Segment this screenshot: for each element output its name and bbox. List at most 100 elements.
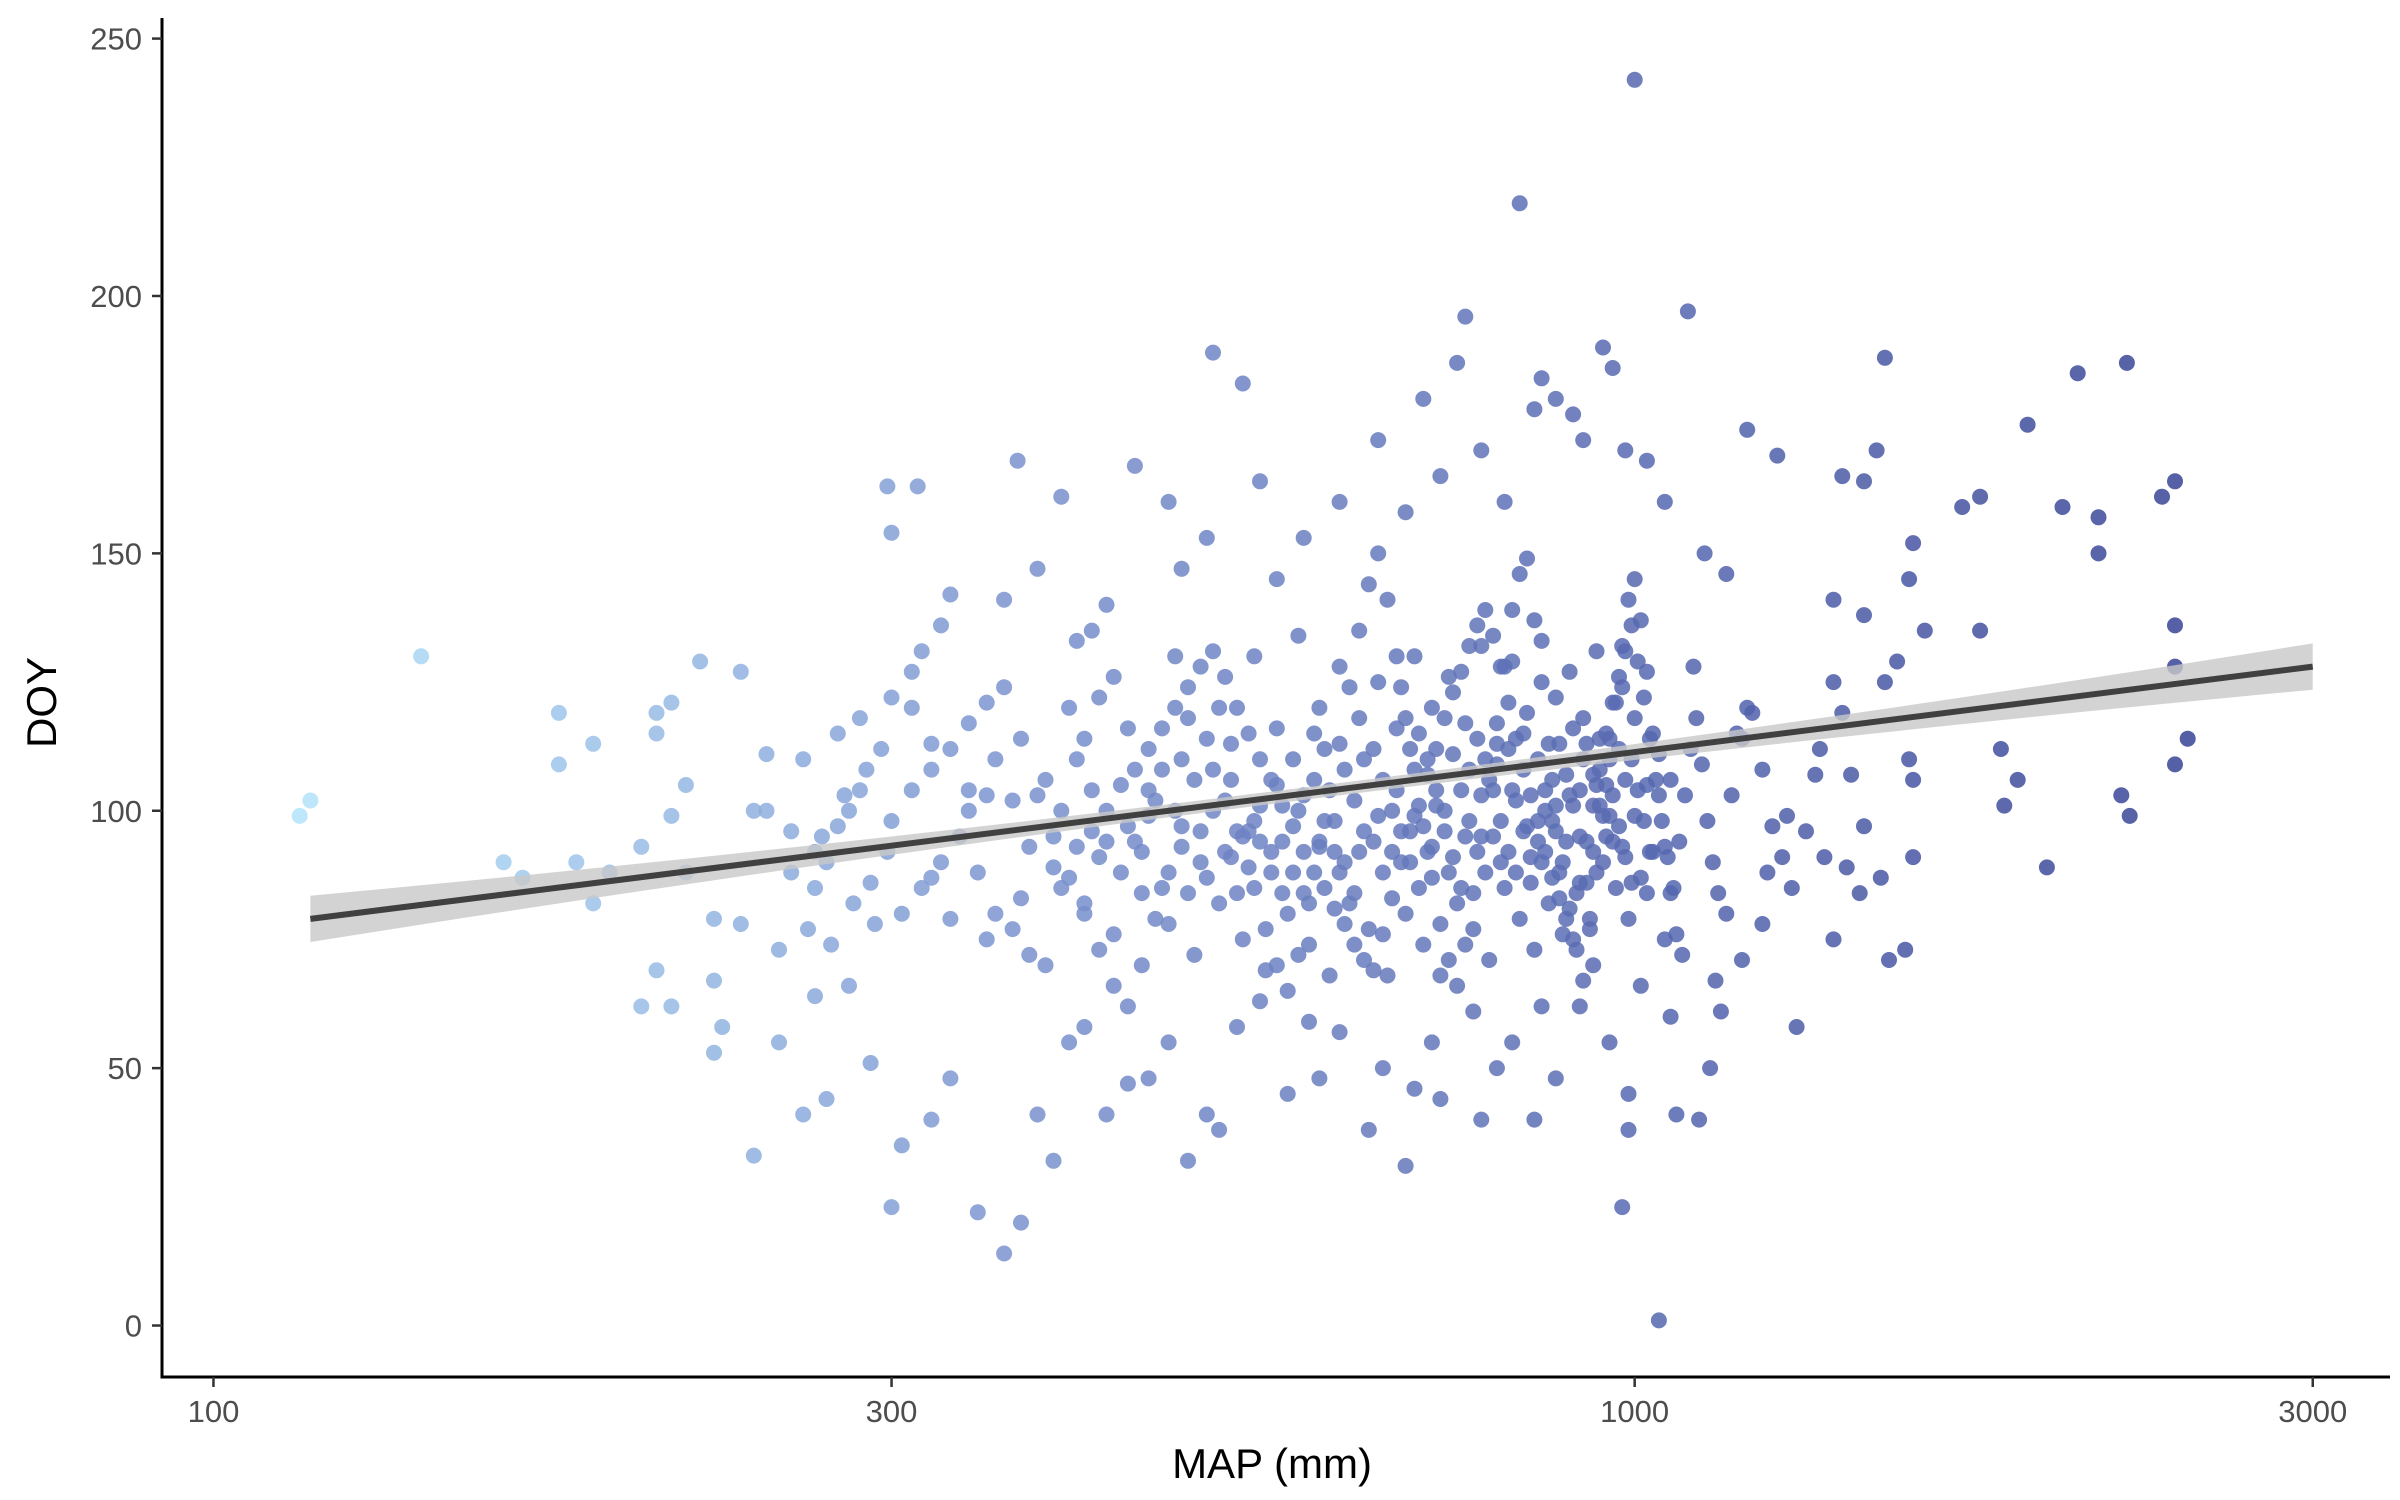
data-point xyxy=(1558,766,1575,783)
data-point xyxy=(1076,730,1093,747)
data-point xyxy=(1180,1152,1196,1169)
data-point xyxy=(1098,596,1115,613)
data-point xyxy=(1488,715,1505,732)
data-point xyxy=(879,478,896,495)
data-point xyxy=(1098,1106,1115,1123)
data-point xyxy=(818,1091,835,1107)
data-point xyxy=(692,653,709,670)
data-point xyxy=(1595,854,1611,871)
data-point xyxy=(1133,885,1150,902)
data-point xyxy=(1614,638,1631,654)
data-point xyxy=(1140,741,1157,757)
data-point xyxy=(1469,730,1486,747)
data-point xyxy=(2118,354,2135,371)
data-point xyxy=(858,761,875,778)
data-point xyxy=(1091,849,1108,866)
data-point xyxy=(1384,843,1401,860)
data-point xyxy=(1638,452,1655,469)
data-point xyxy=(1234,375,1251,392)
data-point xyxy=(1295,885,1312,902)
data-point xyxy=(1274,833,1291,850)
data-point xyxy=(1825,591,1842,608)
data-point xyxy=(1453,663,1470,680)
data-point xyxy=(1045,859,1062,876)
data-point xyxy=(1650,1312,1667,1329)
data-point xyxy=(1788,1019,1805,1035)
data-point xyxy=(1530,833,1546,850)
data-point xyxy=(1341,679,1358,696)
data-point xyxy=(1856,818,1872,835)
data-point xyxy=(1620,1121,1637,1138)
data-point xyxy=(1112,864,1129,881)
data-point xyxy=(1492,854,1509,871)
data-point xyxy=(1638,663,1655,680)
data-point xyxy=(1321,967,1338,984)
data-point xyxy=(1453,880,1470,896)
data-point xyxy=(1402,741,1419,757)
y-tick-label: 150 xyxy=(90,536,142,571)
data-point xyxy=(1620,910,1637,927)
data-point xyxy=(1105,668,1122,685)
data-point xyxy=(987,905,1004,922)
data-point xyxy=(1384,890,1401,907)
data-point xyxy=(663,998,680,1015)
data-point xyxy=(1126,833,1143,850)
data-point xyxy=(1856,607,1872,624)
data-point xyxy=(1825,931,1842,948)
data-point xyxy=(1457,715,1474,732)
data-point xyxy=(1326,813,1343,829)
data-point xyxy=(1331,735,1348,752)
data-point xyxy=(1068,838,1085,855)
data-point xyxy=(1515,823,1532,840)
x-tick-label: 3000 xyxy=(2278,1394,2347,1429)
data-point xyxy=(1638,885,1655,902)
data-point xyxy=(1229,699,1245,716)
data-point xyxy=(1252,833,1268,850)
data-point xyxy=(1331,1024,1348,1041)
data-point xyxy=(1704,854,1721,871)
data-point xyxy=(1807,766,1824,783)
data-point xyxy=(1996,797,2013,814)
data-point xyxy=(903,782,920,799)
data-point xyxy=(829,725,846,742)
data-point xyxy=(1526,941,1543,958)
data-point xyxy=(1331,493,1348,510)
data-point xyxy=(883,689,900,706)
data-point xyxy=(1140,1070,1157,1087)
data-point xyxy=(883,1199,900,1216)
data-point xyxy=(1571,782,1588,799)
data-point xyxy=(1205,643,1221,660)
data-point xyxy=(969,864,986,881)
data-point xyxy=(648,962,665,979)
data-point xyxy=(1632,612,1649,629)
data-point xyxy=(903,663,920,680)
data-point xyxy=(942,586,959,603)
data-point xyxy=(1295,843,1312,860)
data-point xyxy=(1180,679,1196,696)
data-point xyxy=(1635,813,1652,829)
data-point xyxy=(1565,406,1582,423)
data-point xyxy=(1834,468,1851,485)
data-point xyxy=(1769,447,1786,464)
data-point xyxy=(1285,864,1302,881)
data-point xyxy=(1419,843,1436,860)
data-point xyxy=(1905,535,1922,552)
data-point xyxy=(933,854,949,871)
data-point xyxy=(1547,1070,1564,1087)
data-point xyxy=(893,905,910,922)
data-point xyxy=(1346,885,1363,902)
data-point xyxy=(823,936,840,953)
data-point xyxy=(1397,710,1414,727)
data-point xyxy=(1211,895,1228,912)
data-point xyxy=(1211,699,1228,716)
data-point xyxy=(1246,880,1263,896)
data-point xyxy=(1699,813,1716,829)
data-point xyxy=(1393,823,1410,840)
data-point xyxy=(1061,1034,1078,1051)
data-point xyxy=(1515,725,1532,742)
data-point xyxy=(996,591,1013,608)
data-point xyxy=(996,679,1013,696)
data-point xyxy=(1522,849,1539,866)
data-point xyxy=(1004,792,1021,809)
data-point xyxy=(1419,751,1436,768)
